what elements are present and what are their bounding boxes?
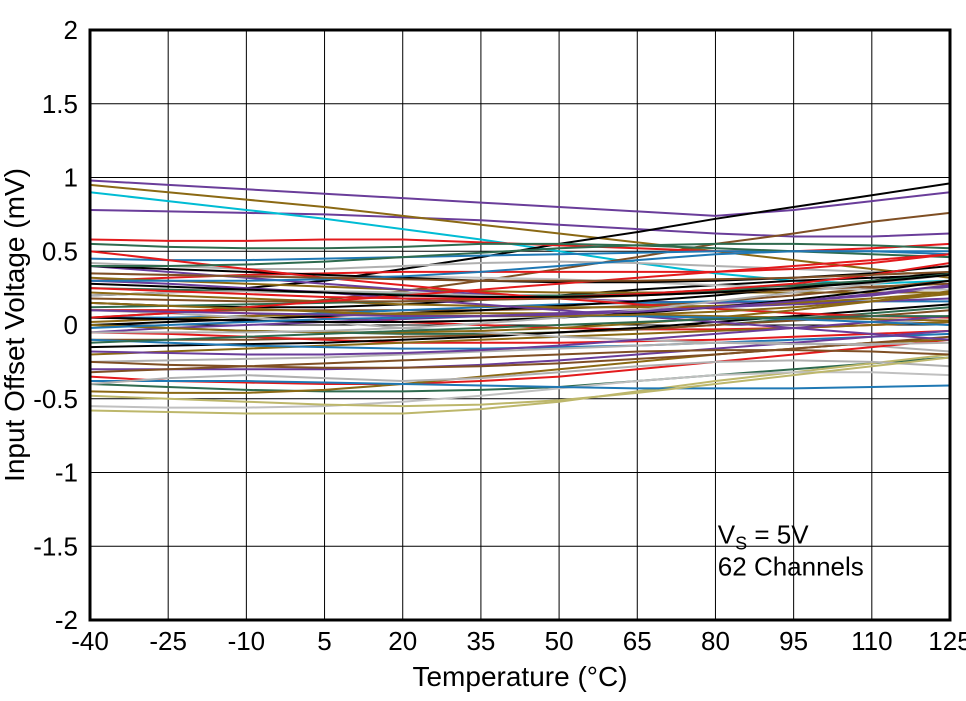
x-tick-label: 50 bbox=[545, 626, 574, 656]
x-tick-label: 95 bbox=[779, 626, 808, 656]
x-tick-label: 80 bbox=[701, 626, 730, 656]
x-tick-label: 5 bbox=[317, 626, 331, 656]
annotation-channels: 62 Channels bbox=[718, 551, 864, 581]
y-tick-label: 1.5 bbox=[42, 89, 78, 119]
x-tick-label: 110 bbox=[851, 626, 892, 656]
chart-container: -40-25-105203550658095110125-2-1.5-1-0.5… bbox=[0, 0, 966, 701]
y-tick-label: -2 bbox=[55, 605, 78, 635]
annotation-vs: VS = 5V bbox=[718, 519, 809, 553]
x-tick-label: 125 bbox=[928, 626, 966, 656]
x-tick-label: -25 bbox=[149, 626, 187, 656]
x-tick-label: 35 bbox=[466, 626, 495, 656]
x-tick-label: -10 bbox=[228, 626, 266, 656]
y-axis-label: Input Offset Voltage (mV) bbox=[0, 168, 30, 482]
y-tick-label: 0.5 bbox=[42, 236, 78, 266]
y-tick-label: 1 bbox=[64, 163, 78, 193]
y-tick-label: -0.5 bbox=[33, 384, 78, 414]
x-tick-label: 65 bbox=[623, 626, 652, 656]
x-axis-label: Temperature (°C) bbox=[412, 661, 627, 692]
x-tick-label: 20 bbox=[388, 626, 417, 656]
y-tick-label: -1.5 bbox=[33, 531, 78, 561]
y-tick-label: 0 bbox=[64, 310, 78, 340]
y-tick-label: -1 bbox=[55, 458, 78, 488]
offset-voltage-chart: -40-25-105203550658095110125-2-1.5-1-0.5… bbox=[0, 0, 966, 701]
y-tick-label: 2 bbox=[64, 15, 78, 45]
